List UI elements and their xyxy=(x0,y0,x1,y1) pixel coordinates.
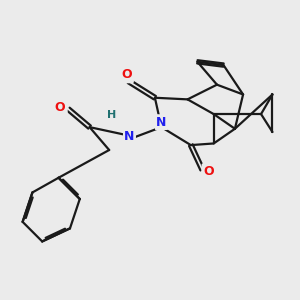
Text: O: O xyxy=(203,165,214,178)
Text: O: O xyxy=(203,165,214,178)
Text: H: H xyxy=(108,111,117,121)
Text: H: H xyxy=(107,110,116,120)
Text: N: N xyxy=(124,130,135,143)
Text: O: O xyxy=(122,69,132,82)
Text: N: N xyxy=(124,130,135,143)
Text: O: O xyxy=(56,101,67,114)
Text: O: O xyxy=(55,101,65,114)
Text: N: N xyxy=(156,116,167,129)
Text: N: N xyxy=(156,116,167,129)
Text: O: O xyxy=(122,68,132,81)
